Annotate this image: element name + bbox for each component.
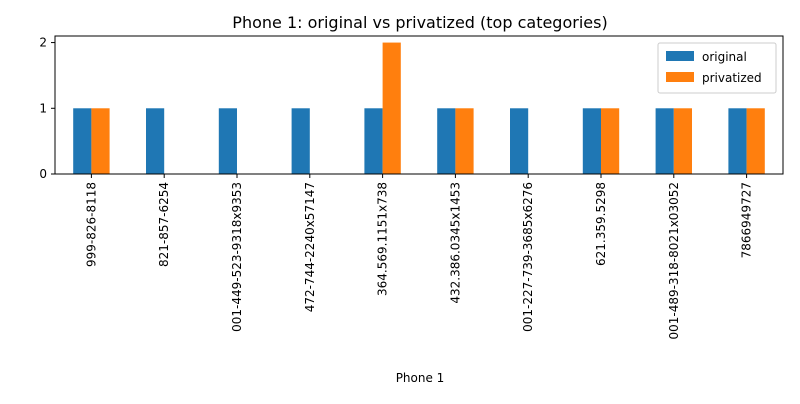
bar-original-5 xyxy=(437,108,456,174)
x-tick-label-7: 621.359.5298 xyxy=(594,182,608,266)
legend: original privatized xyxy=(657,42,777,94)
legend-label-privatized: privatized xyxy=(702,71,762,85)
bar-privatized-9 xyxy=(746,108,765,174)
x-axis-label: Phone 1 xyxy=(396,371,445,385)
bar-original-7 xyxy=(582,108,601,174)
bar-original-0 xyxy=(73,108,92,174)
x-tick-label-2: 001-449-523-9318x9353 xyxy=(230,182,244,332)
bar-original-8 xyxy=(655,108,674,174)
plot-frame xyxy=(54,35,784,175)
y-tick-label-0: 0 xyxy=(39,167,47,181)
x-tick-label-9: 7866949727 xyxy=(740,182,754,258)
legend-label-original: original xyxy=(702,50,747,64)
x-tick-label-3: 472-744-2240x57147 xyxy=(303,182,317,312)
x-tick-label-4: 364.569.1151x738 xyxy=(376,182,390,296)
legend-swatch-privatized xyxy=(666,72,694,82)
bar-privatized-0 xyxy=(91,108,110,174)
bar-privatized-4 xyxy=(382,42,401,175)
x-tick-label-6: 001-227-739-3685x6276 xyxy=(521,182,535,332)
x-tick-label-8: 001-489-318-8021x03052 xyxy=(667,182,681,340)
bar-original-1 xyxy=(146,108,165,174)
bar-privatized-7 xyxy=(601,108,620,174)
bars-layer xyxy=(73,42,765,175)
bar-original-6 xyxy=(510,108,529,174)
bar-original-4 xyxy=(364,108,383,174)
bar-privatized-8 xyxy=(673,108,692,174)
x-tick-label-0: 999-826-8118 xyxy=(84,182,98,267)
bar-original-3 xyxy=(291,108,310,174)
x-tick-label-1: 821-857-6254 xyxy=(157,182,171,267)
chart-title: Phone 1: original vs privatized (top cat… xyxy=(232,13,607,32)
bar-original-9 xyxy=(728,108,747,174)
bar-original-2 xyxy=(218,108,237,174)
legend-swatch-original xyxy=(666,51,694,61)
y-ticks: 0 1 2 xyxy=(39,36,55,181)
x-tick-label-5: 432.386.0345x1453 xyxy=(448,182,462,304)
y-tick-label-1: 1 xyxy=(39,101,47,115)
bar-privatized-5 xyxy=(455,108,474,174)
axes-layer xyxy=(54,35,784,175)
y-tick-label-2: 2 xyxy=(39,36,47,50)
x-ticks: 999-826-8118 821-857-6254 001-449-523-9318… xyxy=(84,174,754,340)
